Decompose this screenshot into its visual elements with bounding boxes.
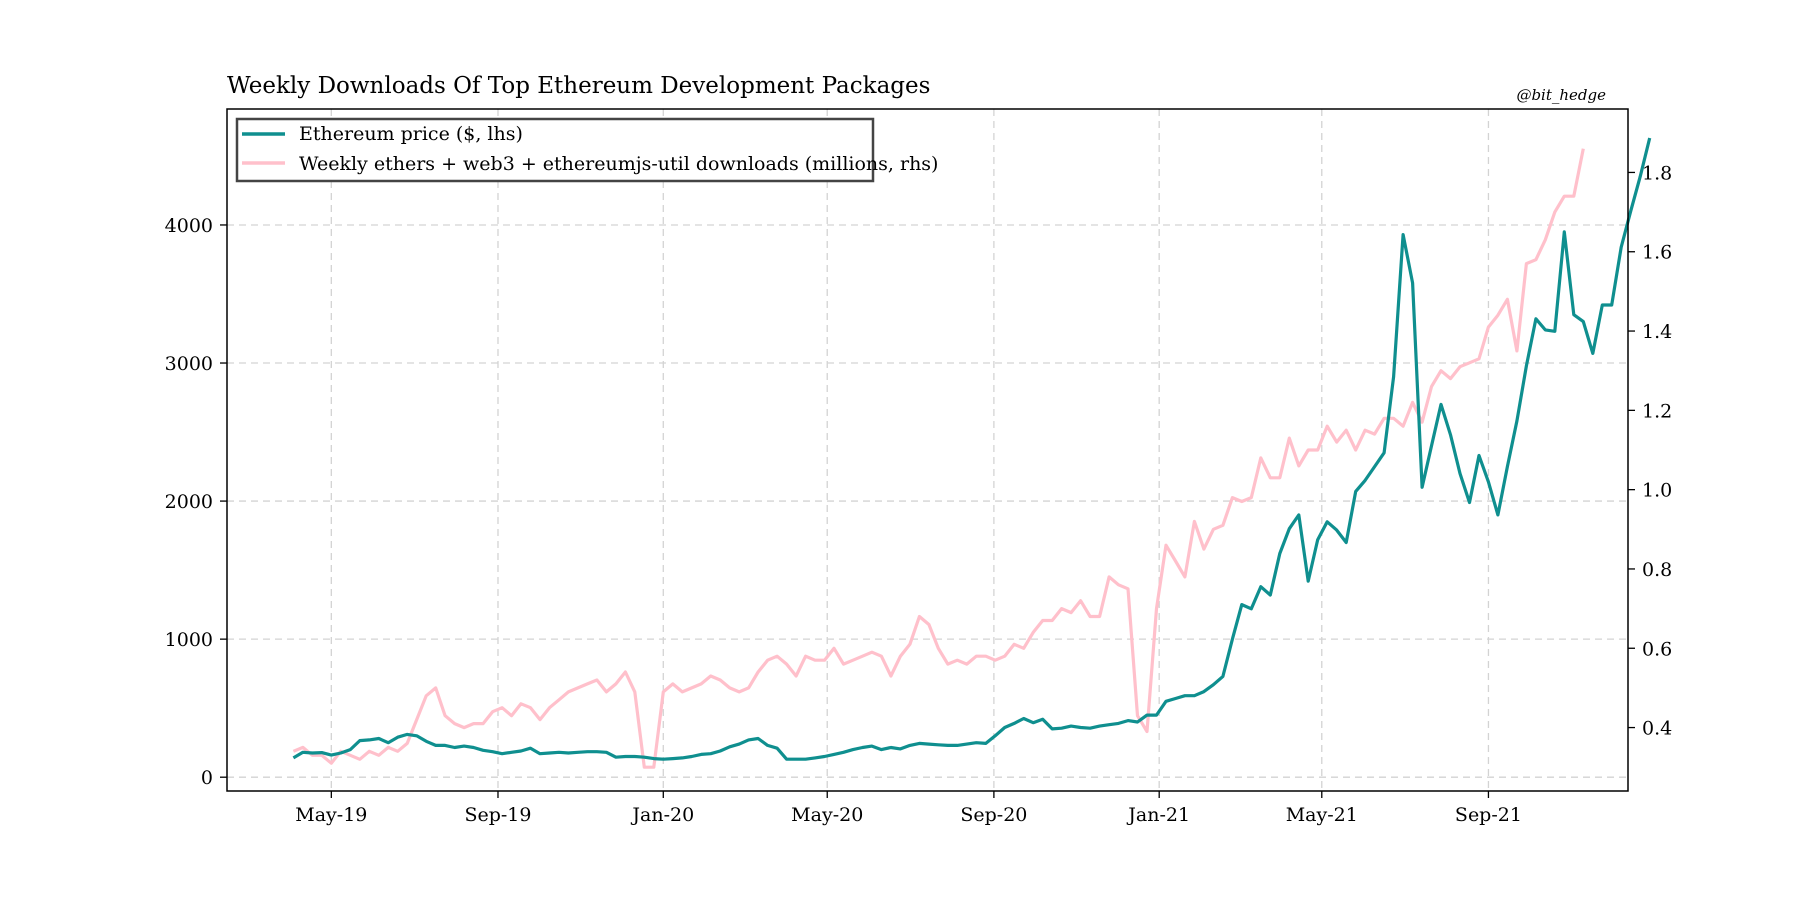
series-line-price bbox=[292, 137, 1652, 761]
x-tick-label: May-21 bbox=[1286, 804, 1358, 826]
legend-box bbox=[235, 117, 875, 183]
y-right-tick-label: 0.8 bbox=[1642, 559, 1672, 581]
series-line-downloads bbox=[292, 148, 1585, 769]
y-left-tick-label: 1000 bbox=[165, 629, 213, 651]
axes: May-19 Sep-19 Jan-20 May-20 Sep-20 Jan-21 May-… bbox=[165, 162, 1673, 826]
y-left-tick-label: 0 bbox=[201, 767, 213, 789]
legend: Ethereum price ($, lhs) Weekly ethers + … bbox=[235, 117, 938, 183]
series-lines bbox=[292, 137, 1652, 769]
x-tick-label: Jan-20 bbox=[630, 804, 694, 826]
y-right-tick-label: 1.8 bbox=[1642, 162, 1672, 184]
y-right-tick-label: 0.4 bbox=[1642, 718, 1672, 740]
gridlines bbox=[227, 109, 1628, 791]
y-right-tick-label: 1.0 bbox=[1642, 480, 1672, 502]
legend-label-downloads: Weekly ethers + web3 + ethereumjs-util d… bbox=[299, 153, 938, 175]
y-right-tick-label: 1.6 bbox=[1642, 242, 1672, 264]
y-left-tick-label: 4000 bbox=[165, 215, 213, 237]
y-left-tick-label: 3000 bbox=[165, 353, 213, 375]
x-tick-label: May-20 bbox=[791, 804, 863, 826]
chart-credit: @bit_hedge bbox=[1516, 86, 1606, 104]
chart-title: Weekly Downloads Of Top Ethereum Develop… bbox=[227, 73, 930, 99]
plot-frame bbox=[226, 108, 1629, 792]
x-tick-label: May-19 bbox=[295, 804, 367, 826]
y-left-tick-label: 2000 bbox=[165, 491, 213, 513]
legend-label-price: Ethereum price ($, lhs) bbox=[299, 123, 523, 145]
y-right-tick-label: 0.6 bbox=[1642, 638, 1672, 660]
x-tick-label: Sep-19 bbox=[464, 804, 531, 826]
y-right-tick-label: 1.4 bbox=[1642, 321, 1672, 343]
x-tick-label: Sep-21 bbox=[1455, 804, 1522, 826]
y-right-tick-label: 1.2 bbox=[1642, 400, 1672, 422]
x-tick-label: Jan-21 bbox=[1126, 804, 1190, 826]
x-tick-label: Sep-20 bbox=[960, 804, 1027, 826]
